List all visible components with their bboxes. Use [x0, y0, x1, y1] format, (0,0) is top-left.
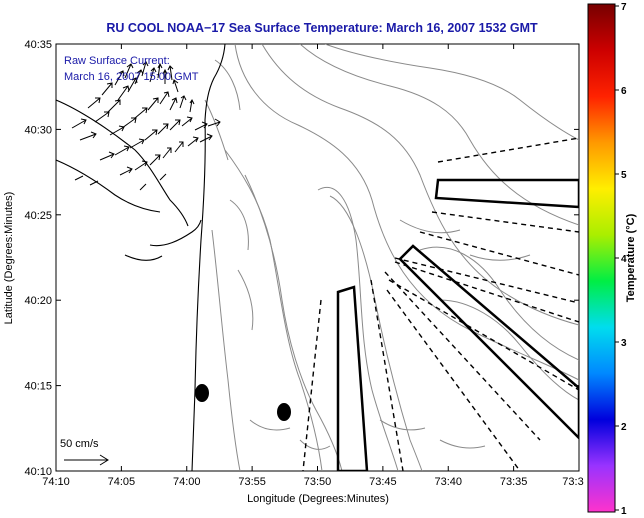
surface-current-vectors	[71, 61, 221, 191]
station-marker-2	[277, 403, 291, 421]
colorbar-tick-label: 2	[621, 422, 627, 433]
colorbar-tick-label: 5	[621, 170, 627, 181]
colorbar-label: Temperature (°C)	[625, 213, 637, 302]
map-frame	[55, 43, 580, 472]
x-tick-label: 74:05	[108, 476, 136, 488]
x-tick-label: 74:10	[42, 476, 70, 488]
survey-box-south	[336, 285, 369, 471]
y-tick-label: 40:10	[24, 466, 52, 478]
y-axis-ticks: 40:35 40:30 40:25 40:20 40:15 40:10	[24, 39, 579, 478]
x-tick-label: 73:3	[562, 476, 583, 488]
survey-box-east	[434, 178, 579, 209]
x-tick-label: 73:45	[369, 476, 397, 488]
x-tick-label: 73:40	[434, 476, 462, 488]
current-date: March 16, 2007 15:00 GMT	[64, 71, 199, 83]
y-tick-label: 40:25	[24, 210, 52, 222]
y-tick-label: 40:35	[24, 39, 52, 51]
bathymetry-contours	[204, 44, 579, 471]
survey-boxes	[336, 178, 579, 471]
colorbar-tick-label: 1	[621, 506, 627, 517]
colorbar-tick-label: 7	[621, 2, 627, 13]
y-tick-label: 40:15	[24, 381, 52, 393]
x-tick-label: 73:35	[500, 476, 528, 488]
current-label: Raw Surface Current:	[64, 55, 170, 67]
x-tick-label: 73:55	[238, 476, 266, 488]
temperature-colorbar	[587, 3, 616, 513]
coastline	[56, 44, 226, 471]
y-tick-label: 40:30	[24, 124, 52, 136]
survey-box-southeast	[398, 244, 579, 440]
y-tick-label: 40:20	[24, 295, 52, 307]
y-axis-label: Latitude (Degrees:Minutes)	[3, 192, 15, 325]
x-tick-label: 74:00	[173, 476, 201, 488]
map-content	[56, 44, 579, 471]
colorbar-tick-label: 4	[621, 254, 627, 265]
colorbar-tick-label: 3	[621, 338, 627, 349]
x-axis-ticks: 74:10 74:05 74:00 73:55 73:50 73:45 73:40 73:35…	[42, 44, 584, 488]
x-tick-label: 73:50	[304, 476, 332, 488]
radar-sector-lines	[302, 137, 579, 471]
map-title: RU COOL NOAA−17 Sea Surface Temperature:…	[106, 21, 538, 35]
scale-label: 50 cm/s	[60, 438, 99, 450]
x-axis-label: Longitude (Degrees:Minutes)	[247, 493, 389, 505]
colorbar-tick-label: 6	[621, 86, 627, 97]
colorbar-ticks: 7 6 5 4 3 2 1	[615, 2, 627, 517]
scale-arrow	[64, 454, 109, 466]
station-marker-1	[195, 384, 209, 402]
